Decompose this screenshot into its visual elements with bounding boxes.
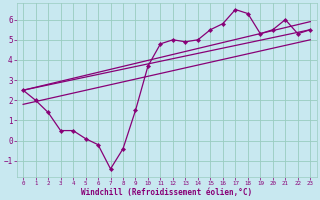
X-axis label: Windchill (Refroidissement éolien,°C): Windchill (Refroidissement éolien,°C) xyxy=(81,188,252,197)
